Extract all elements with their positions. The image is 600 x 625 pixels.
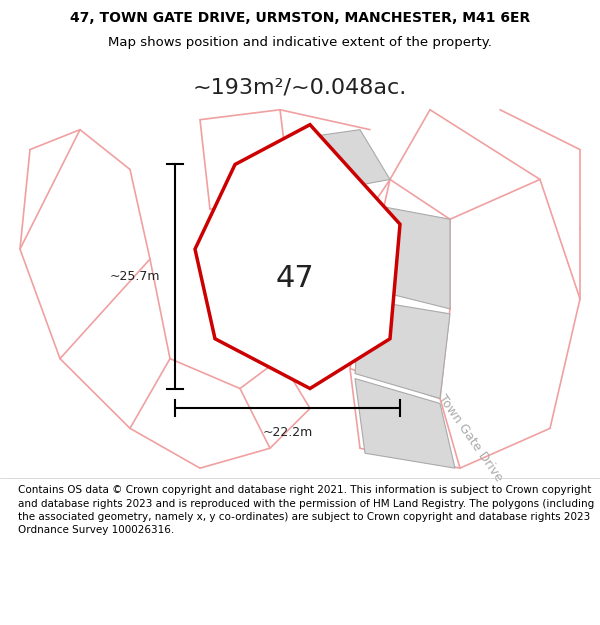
Polygon shape <box>290 129 390 194</box>
Text: 47, TOWN GATE DRIVE, URMSTON, MANCHESTER, M41 6ER: 47, TOWN GATE DRIVE, URMSTON, MANCHESTER… <box>70 11 530 25</box>
Polygon shape <box>355 299 450 399</box>
Text: ~25.7m: ~25.7m <box>110 270 160 283</box>
Text: 47: 47 <box>275 264 314 294</box>
Polygon shape <box>195 124 400 389</box>
Text: Contains OS data © Crown copyright and database right 2021. This information is : Contains OS data © Crown copyright and d… <box>18 486 594 535</box>
Text: ~193m²/~0.048ac.: ~193m²/~0.048ac. <box>193 78 407 98</box>
Text: Town Gate Drive: Town Gate Drive <box>435 392 505 484</box>
Polygon shape <box>355 379 455 468</box>
Text: Map shows position and indicative extent of the property.: Map shows position and indicative extent… <box>108 36 492 49</box>
Polygon shape <box>370 204 450 309</box>
Text: ~22.2m: ~22.2m <box>262 426 313 439</box>
